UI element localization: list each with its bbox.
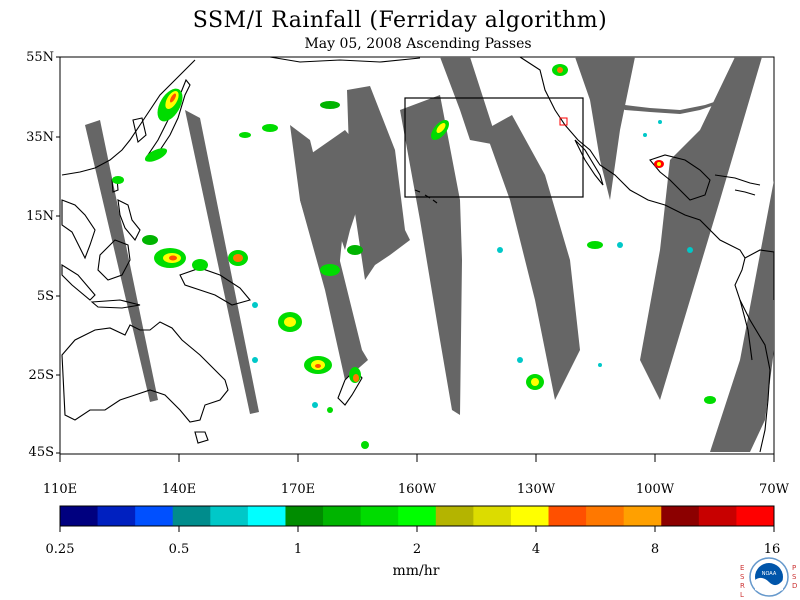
south-america-coast: [739, 249, 775, 361]
swath-gap-9: [485, 115, 580, 400]
sumatra-coast: [61, 264, 96, 301]
lon-label: 140E: [162, 482, 196, 497]
swath-gap-2: [185, 110, 259, 414]
rain-philippines: [142, 235, 208, 271]
colorbar-swatch: [285, 506, 324, 526]
swath-gap-12: [710, 180, 774, 452]
java-coast: [90, 299, 141, 309]
lat-label: 45S: [29, 445, 54, 460]
colorbar-swatch: [698, 506, 737, 526]
region-box: [404, 97, 584, 198]
swath-arc-13: [605, 95, 720, 114]
gulf-coast: [649, 154, 711, 201]
colorbar-labels: 0.25 0.5 1 2 4 8 16: [46, 542, 781, 557]
svg-text:NOAA: NOAA: [762, 571, 777, 577]
korea-coast: [132, 117, 147, 144]
lon-label: 130W: [517, 482, 556, 497]
colorbar-swatch: [473, 506, 512, 526]
tasmania-coast: [194, 431, 209, 444]
lon-label: 100W: [636, 482, 675, 497]
station-marker: [559, 117, 568, 126]
borneo-coast: [97, 239, 131, 281]
colorbar-swatch: [586, 506, 625, 526]
colorbar-swatch: [736, 506, 775, 526]
lon-label: 110E: [43, 482, 77, 497]
lat-label: 5S: [37, 289, 54, 304]
colorbar: [59, 505, 775, 532]
svg-text:L: L: [740, 591, 744, 599]
colorbar-swatch: [97, 506, 136, 526]
colorbar-swatch: [135, 506, 174, 526]
indochina-coast: [61, 199, 96, 260]
svg-text:S: S: [792, 573, 797, 581]
colorbar-swatch: [435, 506, 474, 526]
swath-gap-8: [440, 57, 500, 150]
swath-gap-1: [85, 120, 158, 402]
svg-text:S: S: [740, 573, 745, 581]
rain-mexico-central-america: [526, 64, 716, 404]
svg-text:D: D: [792, 582, 797, 590]
colorbar-tick-label: 16: [764, 542, 781, 557]
colorbar-tick-label: 2: [413, 542, 421, 557]
lat-label: 55N: [26, 50, 54, 65]
swath-gap-5: [347, 86, 410, 280]
lat-label: 15N: [26, 209, 54, 224]
colorbar-swatch: [210, 506, 249, 526]
colorbar-units: mm/hr: [392, 563, 440, 579]
lon-label: 170E: [281, 482, 315, 497]
swath-gap-6: [338, 130, 360, 250]
colorbar-tick-label: 0.25: [46, 542, 75, 557]
colorbar-swatch: [172, 506, 211, 526]
lat-label: 35N: [26, 130, 54, 145]
colorbar-swatch: [510, 506, 550, 526]
lon-label: 160W: [398, 482, 437, 497]
new-guinea-coast: [179, 267, 251, 306]
east-asia-coast: [61, 59, 196, 176]
colorbar-swatch: [323, 506, 362, 526]
swath-gap-7: [400, 95, 462, 415]
rain-japan: [157, 88, 183, 122]
japan-coast: [147, 78, 191, 161]
map-subtitle: May 05, 2008 Ascending Passes: [304, 36, 532, 52]
rain-misc: [252, 120, 693, 449]
philippines-coast: [117, 199, 141, 241]
swath-gap-10: [575, 57, 635, 200]
lat-ticks: [56, 56, 60, 454]
aleutians-coast: [269, 56, 421, 63]
colorbar-swatch: [623, 506, 662, 526]
map-title: SSM/I Rainfall (Ferriday algorithm): [192, 8, 608, 33]
colorbar-swatch: [247, 506, 286, 526]
colorbar-swatch: [398, 506, 437, 526]
colorbar-tick-label: 8: [651, 542, 659, 557]
logo-left-text: E: [740, 564, 744, 572]
colorbar-tick-label: 0.5: [169, 542, 190, 557]
lat-labels: 55N 35N 15N 5S 25S 45S: [26, 50, 54, 460]
rainfall-patches: [112, 64, 716, 449]
colorbar-tick-label: 1: [294, 542, 302, 557]
svg-text:R: R: [740, 582, 745, 590]
svg-text:P: P: [792, 564, 796, 572]
colorbar-tick-label: 4: [532, 542, 540, 557]
swath-gaps: [85, 57, 774, 452]
coastlines: [61, 56, 775, 453]
lat-label: 25S: [29, 368, 54, 383]
americas-west-coast: [519, 56, 771, 453]
noaa-logo: E S R L NOAA P S D: [740, 557, 797, 599]
lon-label: 70W: [759, 482, 790, 497]
colorbar-swatch: [548, 506, 587, 526]
swath-gap-11: [640, 57, 762, 400]
colorbar-swatch: [60, 506, 99, 526]
baja-coast: [574, 139, 604, 186]
lon-labels: 110E 140E 170E 160W 130W 100W 70W: [43, 482, 790, 497]
lon-ticks: [59, 454, 775, 462]
rain-north-pacific: [112, 101, 449, 184]
colorbar-swatch: [360, 506, 399, 526]
rain-pacific-west: [228, 245, 363, 383]
australia-coast: [61, 321, 229, 423]
caribbean-coast: [714, 174, 761, 196]
colorbar-swatch: [661, 506, 700, 526]
